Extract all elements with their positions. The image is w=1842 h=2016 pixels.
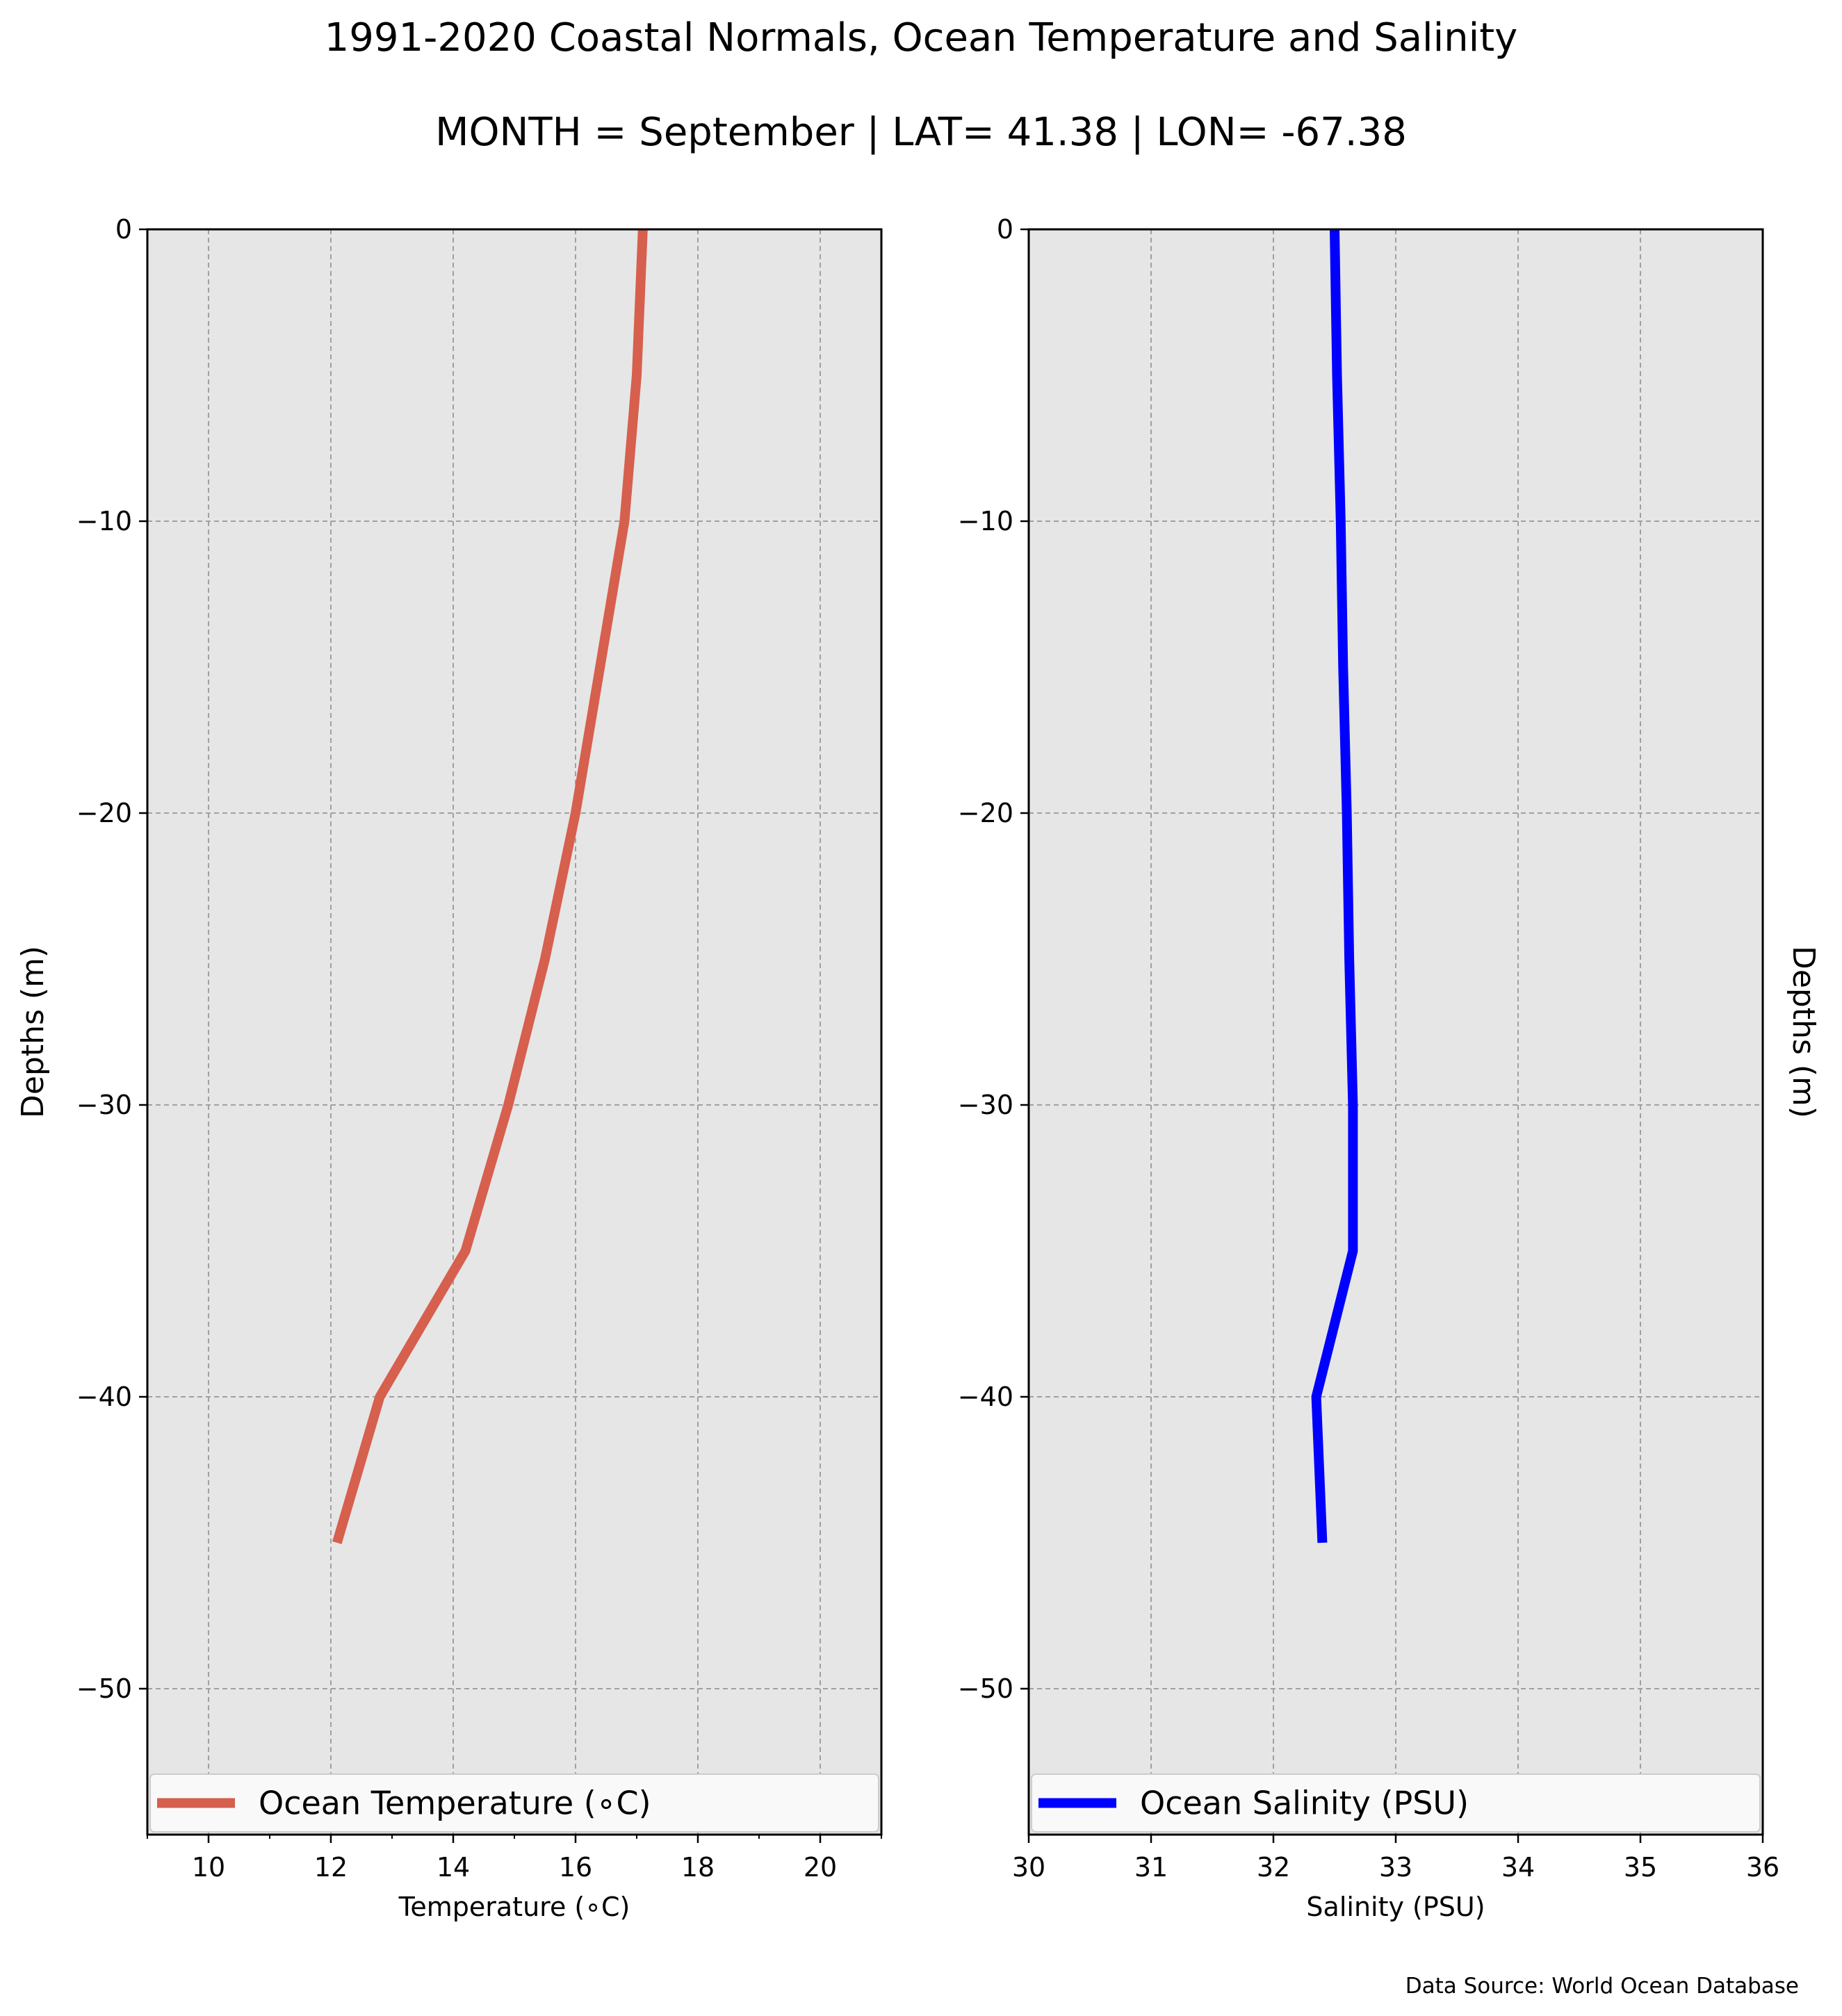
- x-tick-label: 30: [1012, 1852, 1045, 1883]
- x-tick-label: 20: [804, 1852, 837, 1883]
- x-tick-label: 34: [1501, 1852, 1535, 1883]
- x-tick-label: 10: [192, 1852, 225, 1883]
- y-tick-label: −40: [958, 1382, 1013, 1412]
- y-axis-title: Depths (m): [1786, 946, 1821, 1118]
- x-tick-label: 31: [1134, 1852, 1168, 1883]
- y-tick-label: 0: [997, 214, 1013, 245]
- x-axis-title: Temperature (∘C): [398, 1892, 630, 1922]
- series-line: [1311, 229, 1358, 1543]
- y-tick-label: −50: [958, 1673, 1013, 1704]
- legend-label: Ocean Temperature (∘C): [259, 1785, 651, 1822]
- y-tick-label: −40: [76, 1382, 132, 1412]
- y-tick-label: −30: [76, 1090, 132, 1120]
- y-axis-title: Depths (m): [15, 946, 51, 1118]
- data-source-note: Data Source: World Ocean Database: [1405, 1974, 1799, 1999]
- series-line: [332, 229, 648, 1544]
- legend-label: Ocean Salinity (PSU): [1140, 1785, 1469, 1822]
- x-tick-label: 36: [1746, 1852, 1779, 1883]
- x-tick-label: 32: [1257, 1852, 1290, 1883]
- x-tick-label: 33: [1379, 1852, 1412, 1883]
- y-tick-label: −30: [958, 1090, 1013, 1120]
- y-tick-label: −10: [958, 506, 1013, 536]
- y-tick-label: −50: [76, 1673, 132, 1704]
- x-tick-label: 12: [314, 1852, 348, 1883]
- x-tick-label: 16: [559, 1852, 592, 1883]
- legend-box: [1031, 1773, 1761, 1833]
- y-tick-label: −10: [76, 506, 132, 536]
- salinity-panel: Ocean Salinity (PSU) 30 31 32 33 34 35 36 0 −10 −2…: [958, 214, 1821, 1922]
- y-tick-label: 0: [115, 214, 132, 245]
- legend-box: [149, 1773, 879, 1833]
- x-tick-label: 14: [437, 1852, 470, 1883]
- chart-subtitle: MONTH = September | LAT= 41.38 | LON= -6…: [435, 110, 1407, 155]
- x-tick-label: 18: [681, 1852, 715, 1883]
- temperature-panel: Ocean Temperature (∘C) 10 12 14 16 18 20 0 −10 −2…: [15, 214, 883, 1922]
- x-tick-label: 35: [1624, 1852, 1657, 1883]
- y-tick-label: −20: [958, 798, 1013, 828]
- x-axis-title: Salinity (PSU): [1306, 1892, 1485, 1922]
- y-tick-label: −20: [76, 798, 132, 828]
- chart-title: 1991-2020 Coastal Normals, Ocean Tempera…: [324, 15, 1518, 60]
- plot-area: [147, 229, 881, 1835]
